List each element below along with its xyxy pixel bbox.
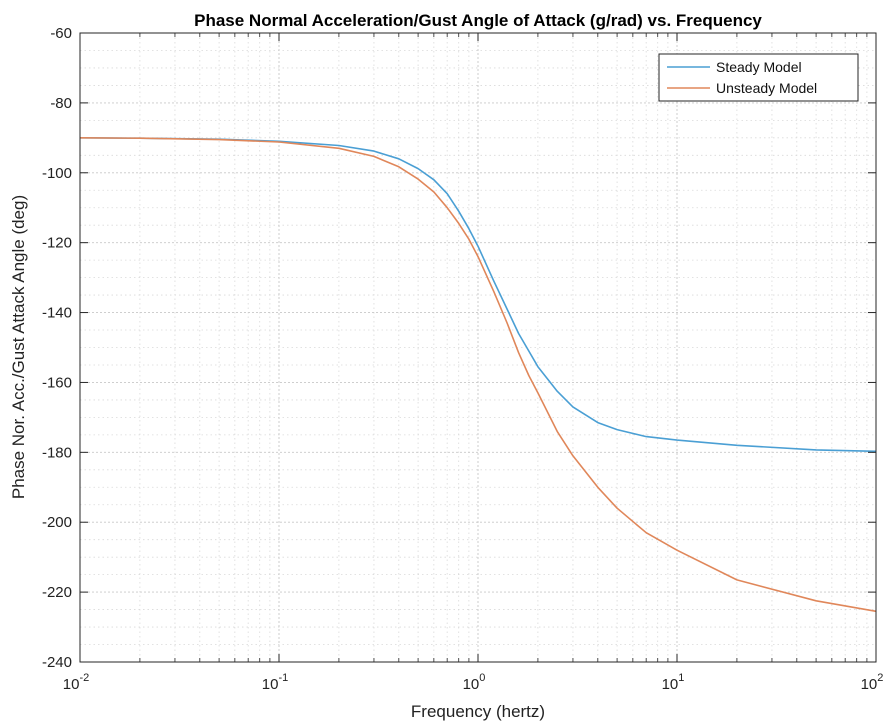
ticks-layer xyxy=(79,32,877,663)
y-tick-label: -100 xyxy=(42,165,72,182)
y-tick-label: -80 xyxy=(50,95,72,112)
y-tick-label: -180 xyxy=(42,444,72,461)
y-tick-labels: -60 -80 -100 -120 -140 -160 -180 -200 -220 -240 xyxy=(42,25,72,671)
y-tick-label: -220 xyxy=(42,584,72,601)
y-tick-label: -200 xyxy=(42,514,72,531)
series-line-unsteady xyxy=(79,137,877,613)
minor-grid xyxy=(80,33,876,662)
x-tick-label: 100 xyxy=(463,672,486,693)
legend: Steady Model Unsteady Model xyxy=(658,53,859,102)
y-tick-label: -120 xyxy=(42,235,72,252)
legend-box xyxy=(658,53,859,102)
x-tick-label: 10-1 xyxy=(262,672,288,693)
legend-label-steady: Steady Model xyxy=(716,59,802,75)
plot-background xyxy=(80,33,876,662)
x-tick-label: 101 xyxy=(662,672,685,693)
y-tick-label: -140 xyxy=(42,305,72,322)
major-grid xyxy=(80,33,876,662)
y-axis-label: Phase Nor. Acc./Gust Attack Angle (deg) xyxy=(9,195,28,499)
x-axis-label: Frequency (hertz) xyxy=(411,702,545,721)
y-tick-label: -60 xyxy=(50,25,72,42)
series-layer xyxy=(79,137,877,613)
y-tick-label: -160 xyxy=(42,374,72,391)
plot-area xyxy=(79,32,877,663)
y-tick-label: -240 xyxy=(42,654,72,671)
legend-label-unsteady: Unsteady Model xyxy=(716,80,817,96)
x-tick-labels: 10-2 10-1 100 101 102 xyxy=(63,672,884,693)
x-tick-label: 102 xyxy=(861,672,884,693)
chart-title: Phase Normal Acceleration/Gust Angle of … xyxy=(194,11,762,30)
x-tick-label: 10-2 xyxy=(63,672,89,693)
series-line-steady xyxy=(79,137,877,453)
